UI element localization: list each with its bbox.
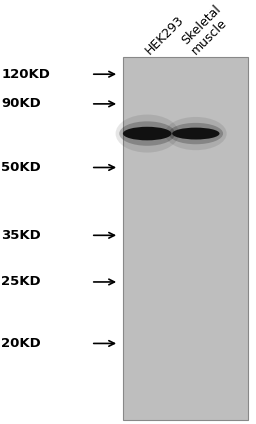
Bar: [123, 57, 248, 420]
Ellipse shape: [169, 123, 223, 144]
Text: 50KD: 50KD: [1, 161, 41, 174]
Ellipse shape: [123, 127, 172, 140]
Text: HEK293: HEK293: [143, 14, 187, 57]
Text: 25KD: 25KD: [1, 276, 41, 288]
Text: 120KD: 120KD: [1, 68, 50, 81]
Ellipse shape: [119, 121, 175, 146]
Ellipse shape: [165, 117, 227, 150]
Ellipse shape: [115, 114, 179, 153]
Ellipse shape: [172, 128, 220, 139]
Text: 90KD: 90KD: [1, 98, 41, 110]
Text: Skeletal
muscle: Skeletal muscle: [179, 2, 234, 57]
Text: 20KD: 20KD: [1, 337, 41, 350]
Text: 35KD: 35KD: [1, 229, 41, 242]
